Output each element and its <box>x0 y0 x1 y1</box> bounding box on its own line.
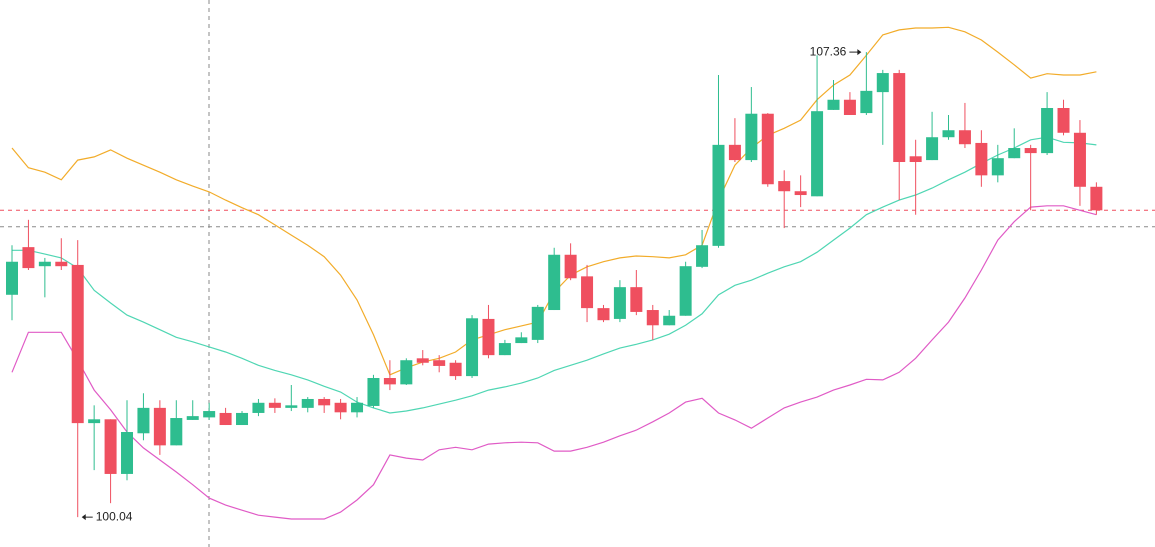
candle-body <box>433 360 446 366</box>
arrow-head <box>857 49 862 56</box>
candle-body <box>564 254 577 279</box>
candle-body <box>252 402 265 413</box>
candle-body <box>104 419 117 474</box>
candle-body <box>121 432 134 474</box>
candle-body <box>400 360 413 385</box>
candle-body <box>728 144 741 161</box>
candle-body <box>531 306 544 340</box>
candle-body <box>1057 108 1070 133</box>
candle-body <box>1024 148 1037 154</box>
candle-body <box>794 191 807 196</box>
candle-body <box>236 412 249 426</box>
candle-body <box>268 402 281 408</box>
candle-body <box>696 245 709 267</box>
candle-body <box>186 416 199 420</box>
candle-body <box>55 261 68 267</box>
candle-body <box>285 405 298 408</box>
candle-body <box>548 254 561 311</box>
candle-body <box>630 287 643 312</box>
candle-body <box>334 402 347 413</box>
arrow-head <box>81 514 86 521</box>
candle-body <box>1008 148 1021 159</box>
candle-body <box>679 266 692 316</box>
candle-body <box>416 358 429 363</box>
candle-body <box>367 378 380 406</box>
candle-body <box>153 407 166 446</box>
candle-body <box>515 337 528 344</box>
candle-body <box>811 111 824 197</box>
candle-body <box>1041 108 1054 154</box>
candle-body <box>761 113 774 185</box>
candle-body <box>778 181 791 192</box>
candle-body <box>827 99 840 110</box>
candle-body <box>991 158 1004 176</box>
candle-body <box>942 130 955 138</box>
candle-body <box>860 90 873 114</box>
candle-body <box>22 247 35 269</box>
candle-body <box>383 378 396 385</box>
candle-body <box>663 315 676 326</box>
candle-body <box>597 308 610 321</box>
candle-body <box>975 142 988 176</box>
candle-body <box>6 261 18 295</box>
candle-body <box>876 73 889 93</box>
candle-body <box>219 412 232 426</box>
candle-body <box>466 318 479 377</box>
min-label: 100.04 <box>96 509 133 523</box>
candle-body <box>843 99 856 115</box>
candle-body <box>38 261 51 267</box>
candle-body <box>958 130 971 145</box>
candle-body <box>301 398 314 408</box>
candle-body <box>1090 186 1103 211</box>
candle-body <box>646 310 659 326</box>
candle-body <box>318 398 331 406</box>
candle-body <box>745 113 758 161</box>
candle-body <box>613 287 626 319</box>
band-line <box>11 205 1097 520</box>
candle-body <box>1073 132 1086 187</box>
candle-body <box>498 343 511 356</box>
candle-body <box>926 137 939 161</box>
candle-body <box>482 318 495 356</box>
candle-body <box>351 402 364 413</box>
candle-body <box>449 362 462 377</box>
candle-body <box>137 407 150 434</box>
candle-body <box>581 276 594 309</box>
candle-body <box>893 73 906 163</box>
candle-body <box>909 156 922 163</box>
candle-body <box>170 418 183 446</box>
candle-body <box>712 144 725 246</box>
max-label: 107.36 <box>810 44 847 58</box>
candle-body <box>71 264 84 424</box>
candle-body <box>88 419 101 424</box>
candle-body <box>203 411 216 418</box>
